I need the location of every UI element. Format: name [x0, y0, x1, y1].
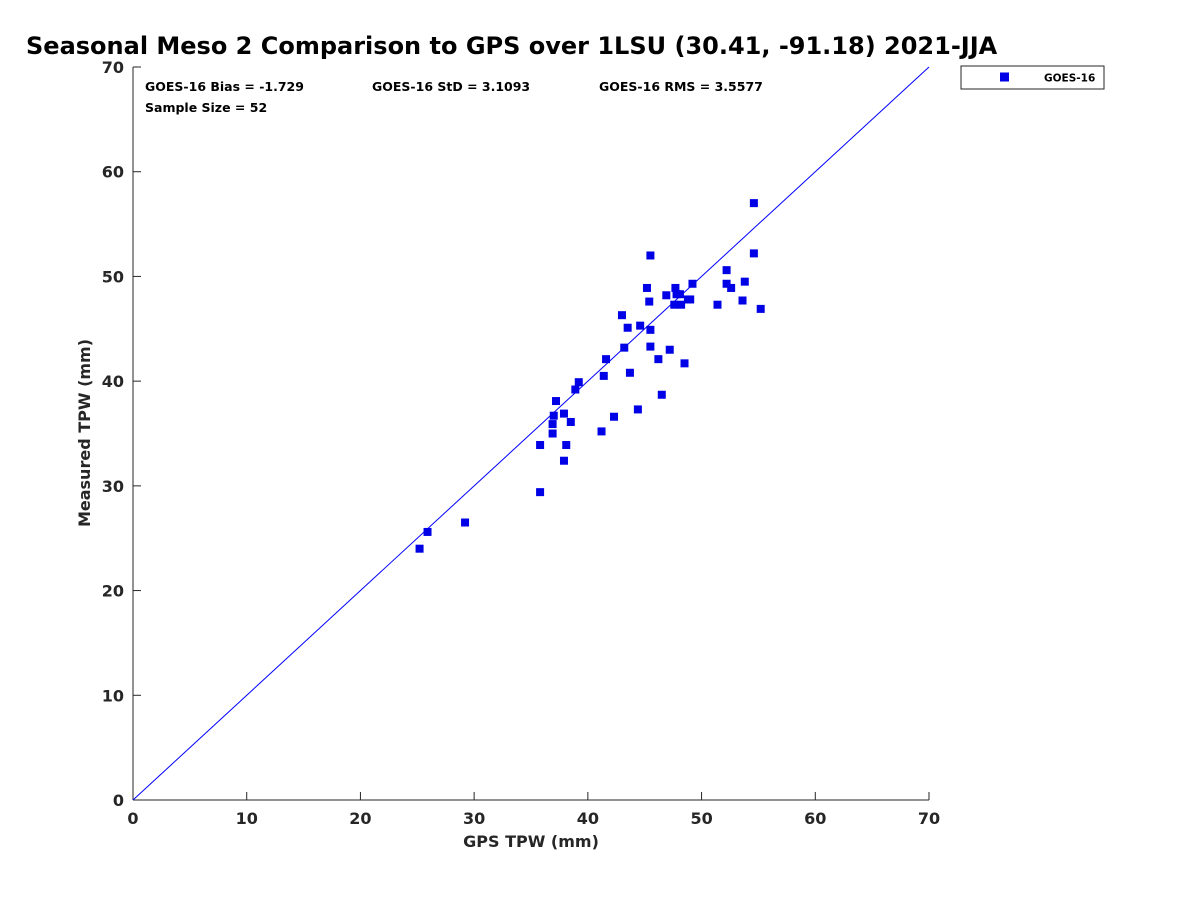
legend-marker-goes-16	[1000, 72, 1009, 82]
data-point-27	[646, 325, 655, 334]
data-point-41	[686, 295, 695, 304]
stat-bias: GOES-16 Bias = -1.729	[145, 79, 304, 94]
data-point-50	[749, 249, 758, 258]
data-point-0	[415, 544, 424, 553]
data-point-12	[566, 417, 575, 426]
data-point-6	[548, 420, 557, 429]
data-point-4	[536, 441, 545, 450]
data-point-23	[633, 405, 642, 414]
chart-title: Seasonal Meso 2 Comparison to GPS over 1…	[26, 32, 998, 60]
data-point-20	[620, 343, 629, 352]
data-point-8	[552, 397, 561, 406]
x-tick-label-1: 10	[236, 809, 258, 828]
data-point-35	[671, 283, 680, 292]
data-point-42	[688, 279, 697, 288]
data-point-48	[740, 277, 749, 286]
data-point-2	[461, 518, 470, 527]
data-point-33	[665, 345, 674, 354]
x-tick-label-3: 30	[463, 809, 485, 828]
data-point-32	[662, 291, 671, 300]
data-point-29	[646, 251, 655, 260]
data-point-30	[654, 355, 663, 364]
data-point-16	[599, 371, 608, 380]
y-axis-label: Measured TPW (mm)	[75, 339, 94, 527]
data-point-34	[670, 300, 679, 309]
y-tick-label-3: 30	[102, 477, 124, 496]
x-tick-label-6: 60	[804, 809, 826, 828]
y-tick-label-1: 10	[102, 686, 124, 705]
y-tick-label-0: 0	[113, 791, 124, 810]
data-point-1	[423, 527, 432, 536]
legend-label-goes-16: GOES-16	[1044, 73, 1095, 85]
data-point-17	[602, 355, 611, 364]
x-axis-label: GPS TPW (mm)	[463, 832, 599, 851]
x-tick-label-2: 20	[349, 809, 371, 828]
data-point-26	[645, 297, 654, 306]
data-point-15	[597, 427, 606, 436]
data-point-22	[625, 368, 634, 377]
data-point-11	[562, 441, 571, 450]
stat-std: GOES-16 StD = 3.1093	[372, 79, 530, 94]
data-point-25	[642, 283, 651, 292]
y-tick-label-2: 20	[102, 582, 124, 601]
data-point-10	[559, 409, 568, 418]
data-point-14	[574, 378, 583, 387]
data-point-43	[713, 300, 722, 309]
y-tick-label-6: 60	[102, 163, 124, 182]
data-point-44	[722, 266, 731, 275]
data-point-39	[680, 359, 689, 368]
legend-box	[960, 65, 1105, 90]
stat-sample-size: Sample Size = 52	[145, 100, 267, 115]
y-tick-label-4: 40	[102, 372, 124, 391]
y-tick-label-5: 50	[102, 267, 124, 286]
y-tick-label-7: 70	[102, 58, 124, 77]
data-point-51	[756, 304, 765, 313]
data-point-24	[636, 321, 645, 330]
stats-block: GOES-16 Bias = -1.729 GOES-16 StD = 3.10…	[145, 79, 763, 115]
reference-line-1to1	[132, 66, 930, 801]
axis-titles: GPS TPW (mm) Measured TPW (mm)	[75, 339, 599, 851]
data-point-18	[610, 412, 619, 421]
data-point-3	[536, 488, 545, 497]
data-point-21	[623, 323, 632, 332]
legend: GOES-16	[960, 65, 1105, 90]
data-point-45	[722, 279, 731, 288]
data-point-46	[727, 283, 736, 292]
data-point-47	[738, 296, 747, 305]
data-point-49	[749, 199, 758, 208]
data-point-37	[677, 300, 686, 309]
data-point-9	[559, 456, 568, 465]
data-point-13	[571, 385, 580, 394]
data-point-5	[548, 429, 557, 438]
data-point-38	[675, 290, 684, 299]
x-tick-label-4: 40	[577, 809, 599, 828]
x-tick-label-7: 70	[918, 809, 940, 828]
x-tick-label-5: 50	[690, 809, 712, 828]
stat-rms: GOES-16 RMS = 3.5577	[599, 79, 763, 94]
data-point-19	[617, 311, 626, 320]
data-point-28	[646, 342, 655, 351]
x-tick-label-0: 0	[127, 809, 138, 828]
plot-area: 0 10 20 30 40 50 60 70 0 10 20 30 40 50 60 70	[102, 58, 940, 828]
data-point-31	[657, 390, 666, 399]
data-point-7	[549, 411, 558, 420]
